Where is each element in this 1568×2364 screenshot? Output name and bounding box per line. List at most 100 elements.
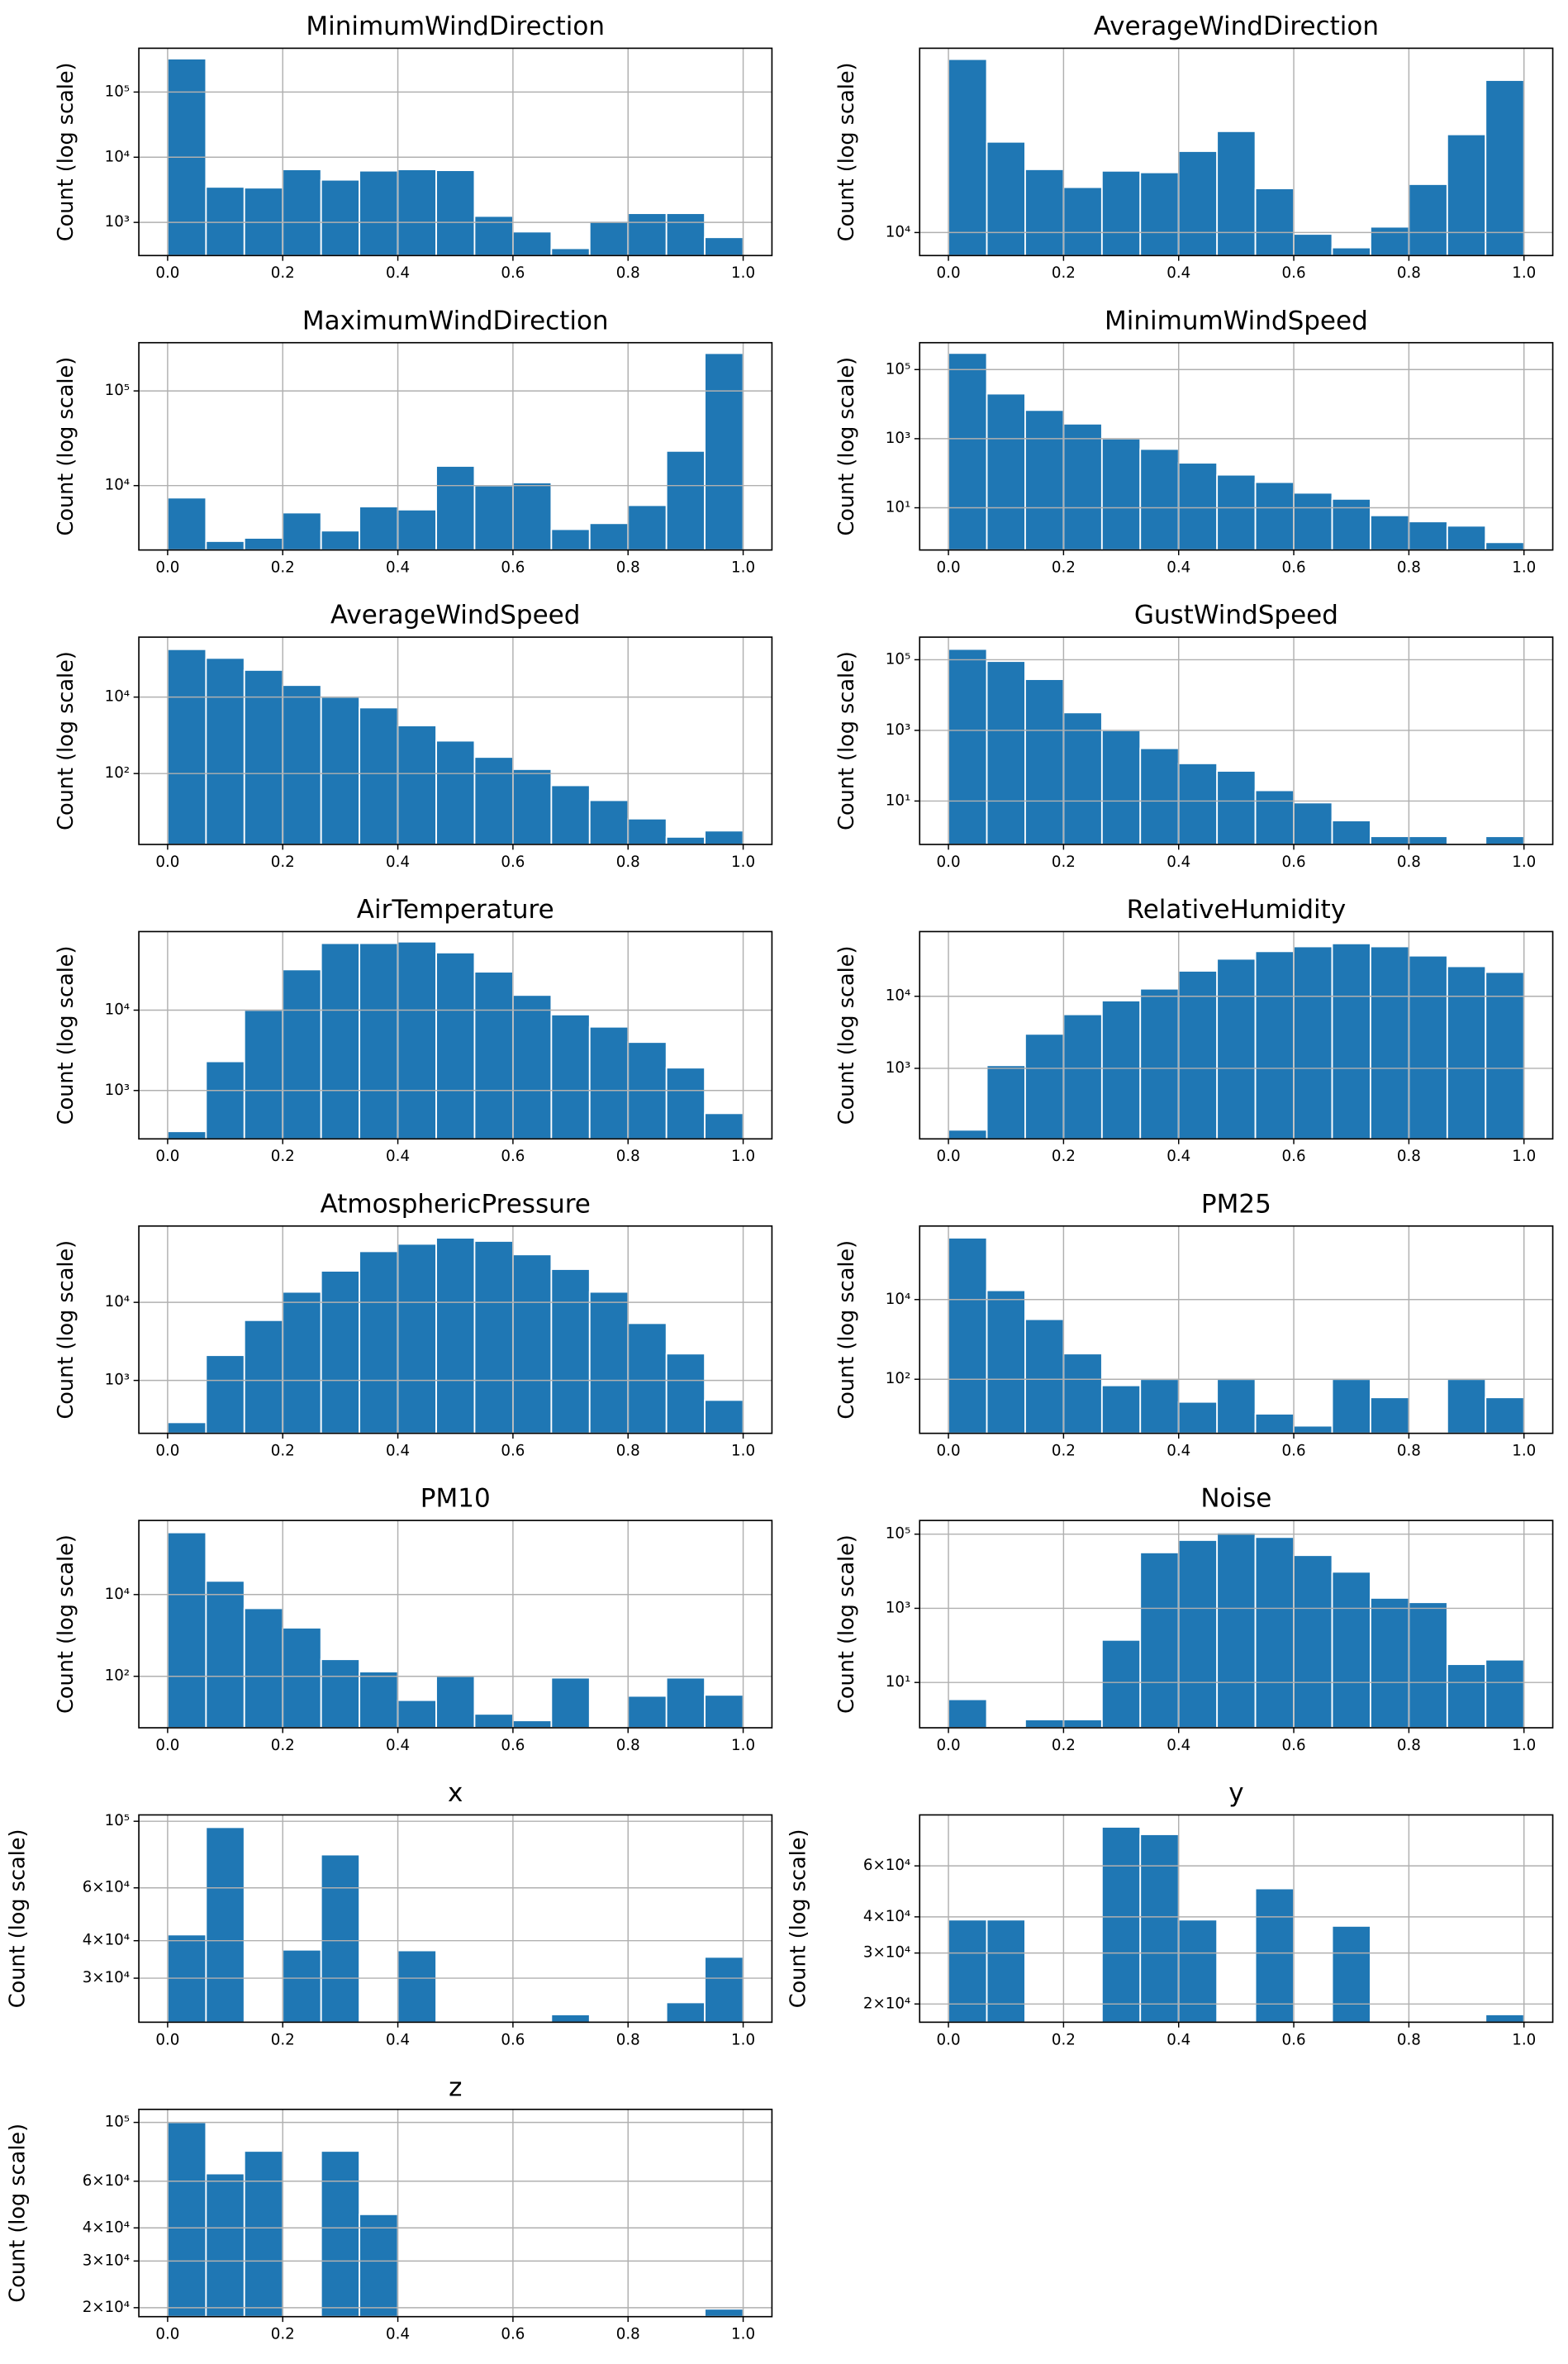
x-tick-label: 0.8 <box>1397 264 1421 282</box>
bar <box>1331 820 1371 845</box>
bar <box>205 1060 245 1140</box>
y-axis-label: Count (log scale) <box>834 651 859 830</box>
bar <box>1216 1378 1257 1434</box>
x-tick-label: 1.0 <box>1512 264 1536 282</box>
x-tick-label: 1.0 <box>731 264 755 282</box>
x-tick-label: 1.0 <box>731 1443 755 1460</box>
bar <box>205 540 245 551</box>
x-tick-label: 0.2 <box>271 1737 295 1754</box>
bar <box>1293 233 1333 257</box>
y-tick-label: 10⁵ <box>886 360 911 378</box>
bar <box>282 968 322 1140</box>
bar <box>550 784 591 845</box>
bar <box>397 940 437 1140</box>
bar <box>243 187 284 257</box>
x-tick-label: 0.8 <box>616 1443 640 1460</box>
axes-frame <box>138 930 773 1140</box>
bar <box>1139 448 1180 551</box>
bar <box>359 506 399 551</box>
y-tick-label: 10⁵ <box>105 1812 131 1829</box>
x-tick-label: 0.8 <box>1397 1443 1421 1460</box>
y-tick-label: 4×10⁴ <box>83 2219 130 2236</box>
bar <box>1370 226 1410 257</box>
bar <box>282 1291 322 1434</box>
y-tick-label: 10⁵ <box>105 382 131 399</box>
bar <box>1408 835 1448 845</box>
bar <box>320 1853 361 2024</box>
bar <box>1331 497 1371 551</box>
subplot: 0.0 0.2 0.4 0.6 0.8 1.0 10¹ 10³ 10⁵ GustWindSpeed… <box>834 601 1554 871</box>
x-tick-label: 0.4 <box>386 2031 410 2048</box>
x-tick-label: 1.0 <box>731 2031 755 2048</box>
bar <box>665 212 706 257</box>
bar <box>205 186 245 257</box>
bar <box>665 1067 706 1140</box>
bar <box>397 508 437 551</box>
y-axis-label: Count (log scale) <box>834 1240 859 1420</box>
bar <box>166 497 207 551</box>
chart-title: MaximumWindDirection <box>302 306 609 335</box>
bar <box>282 684 322 845</box>
subplot: 0.0 0.2 0.4 0.6 0.8 1.0 10² 10⁴ PM25 Count (log s… <box>834 1189 1554 1460</box>
y-axis-label: Count (log scale) <box>54 1240 78 1420</box>
y-axis-label: Count (log scale) <box>834 1534 859 1714</box>
bar <box>550 1014 591 1140</box>
bar <box>205 1354 245 1434</box>
bar <box>397 169 437 257</box>
chart-title: PM10 <box>421 1484 491 1514</box>
x-tick-label: 0.0 <box>155 1443 179 1460</box>
bar <box>1408 521 1448 551</box>
bar <box>1024 409 1065 551</box>
x-tick-label: 1.0 <box>731 1148 755 1165</box>
bar <box>1216 473 1257 551</box>
bar <box>627 1322 668 1434</box>
y-tick-label: 10⁵ <box>886 650 911 668</box>
x-tick-label: 0.6 <box>501 1148 525 1165</box>
y-tick-label: 10³ <box>105 1372 131 1389</box>
y-tick-label: 10⁵ <box>105 83 131 100</box>
x-tick-label: 0.2 <box>271 2031 295 2048</box>
bar <box>1293 945 1333 1140</box>
x-tick-label: 0.2 <box>271 854 295 871</box>
subplot: 0.0 0.2 0.4 0.6 0.8 1.0 10¹ 10³ 10⁵ Noise Count (l… <box>834 1484 1554 1754</box>
bar <box>1100 1639 1142 1729</box>
bar <box>1216 958 1257 1140</box>
bar <box>550 1268 591 1434</box>
bar <box>282 1627 322 1729</box>
x-tick-label: 0.0 <box>155 264 179 282</box>
bar <box>1485 2014 1525 2024</box>
bar <box>1100 437 1142 551</box>
bar <box>1024 1318 1065 1434</box>
chart-title: Noise <box>1200 1484 1271 1514</box>
chart-title: AtmosphericPressure <box>321 1189 591 1219</box>
bar <box>1331 246 1371 257</box>
x-tick-label: 0.0 <box>937 559 961 577</box>
bar <box>1485 1396 1525 1434</box>
bar <box>588 799 630 845</box>
bar <box>282 511 322 551</box>
y-tick-label: 3×10⁴ <box>83 1969 130 1986</box>
subplot: 0.0 0.2 0.4 0.6 0.8 1.0 2×10⁴ 3×10⁴ 4×10⁴ 6×10⁴ 10… <box>5 2072 773 2343</box>
subplot: 0.0 0.2 0.4 0.6 0.8 1.0 10³ 10⁴ 10⁵ MinimumWindDi… <box>54 12 773 282</box>
chart-title: z <box>449 2072 462 2102</box>
bar <box>948 1919 988 2024</box>
bar <box>550 528 591 551</box>
bar <box>473 971 514 1140</box>
bar <box>665 2001 706 2024</box>
bar <box>704 1694 744 1729</box>
y-tick-label: 10⁵ <box>886 1525 911 1543</box>
y-tick-label: 10¹ <box>886 792 911 809</box>
subplot: 0.0 0.2 0.4 0.6 0.8 1.0 10³ 10⁴ AtmosphericPress… <box>54 1189 773 1460</box>
chart-title: y <box>1228 1778 1243 1808</box>
bar <box>166 648 207 845</box>
y-tick-label: 10⁴ <box>105 1586 131 1603</box>
y-axis-label: Count (log scale) <box>54 946 78 1125</box>
bar <box>282 169 322 257</box>
axes-frame <box>138 1814 773 2024</box>
subplot: 0.0 0.2 0.4 0.6 0.8 1.0 10² 10⁴ AverageWindSpeed… <box>54 601 773 871</box>
bar <box>511 231 553 257</box>
y-tick-label: 10³ <box>886 721 911 739</box>
y-tick-label: 6×10⁴ <box>83 1879 130 1896</box>
bar <box>1177 763 1219 845</box>
